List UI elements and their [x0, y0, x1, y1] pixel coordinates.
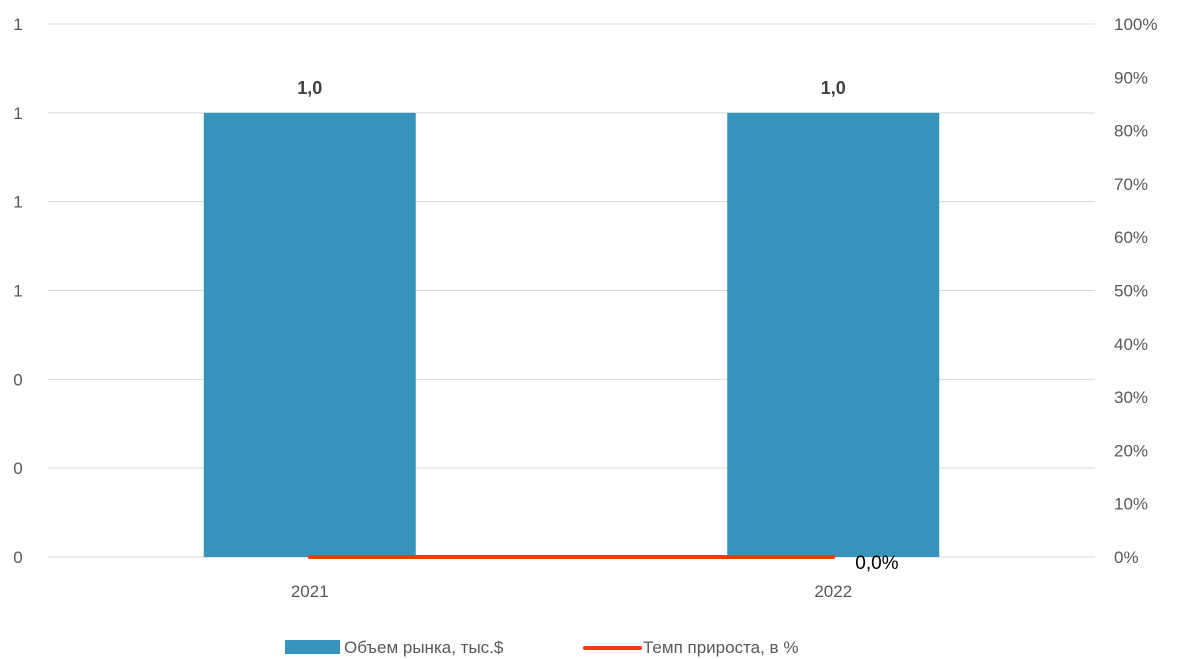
right-tick-label: 60% [1114, 228, 1148, 247]
bar [727, 112, 940, 557]
left-tick-label: 1 [13, 193, 22, 212]
right-axis-ticks: 0% 10% 20% 30% 40% 50% 60% 70% 80% 90% 100% [1114, 15, 1157, 567]
bar-data-label: 1,0 [297, 78, 322, 98]
right-tick-label: 80% [1114, 122, 1148, 141]
left-tick-label: 0 [13, 459, 22, 478]
bar [203, 112, 416, 557]
right-tick-label: 20% [1114, 441, 1148, 460]
legend-label: Темп прироста, в % [643, 638, 798, 657]
line-series: 0,0% [307, 553, 899, 574]
right-tick-label: 0% [1114, 548, 1139, 567]
legend: Объем рынка, тыс.$ Темп прироста, в % [285, 638, 798, 657]
left-tick-label: 1 [13, 282, 22, 301]
right-tick-label: 10% [1114, 495, 1148, 514]
x-tick-label: 2021 [291, 582, 329, 601]
bar-series [203, 112, 940, 557]
right-tick-label: 90% [1114, 68, 1148, 87]
line-data-label: 0,0% [855, 553, 898, 574]
bar-data-labels: 1,0 1,0 [297, 78, 846, 98]
right-tick-label: 30% [1114, 388, 1148, 407]
legend-swatch-bar [285, 640, 340, 654]
right-tick-label: 70% [1114, 175, 1148, 194]
left-tick-label: 0 [13, 548, 22, 567]
right-tick-label: 40% [1114, 335, 1148, 354]
left-axis-ticks: 0 0 0 1 1 1 1 [13, 15, 22, 567]
bar-data-label: 1,0 [821, 78, 846, 98]
left-tick-label: 0 [13, 370, 22, 389]
x-axis-ticks: 2021 2022 [291, 582, 852, 601]
legend-label: Объем рынка, тыс.$ [344, 638, 504, 657]
left-tick-label: 1 [13, 15, 22, 34]
right-tick-label: 100% [1114, 15, 1157, 34]
x-tick-label: 2022 [814, 582, 852, 601]
left-tick-label: 1 [13, 104, 22, 123]
right-tick-label: 50% [1114, 282, 1148, 301]
